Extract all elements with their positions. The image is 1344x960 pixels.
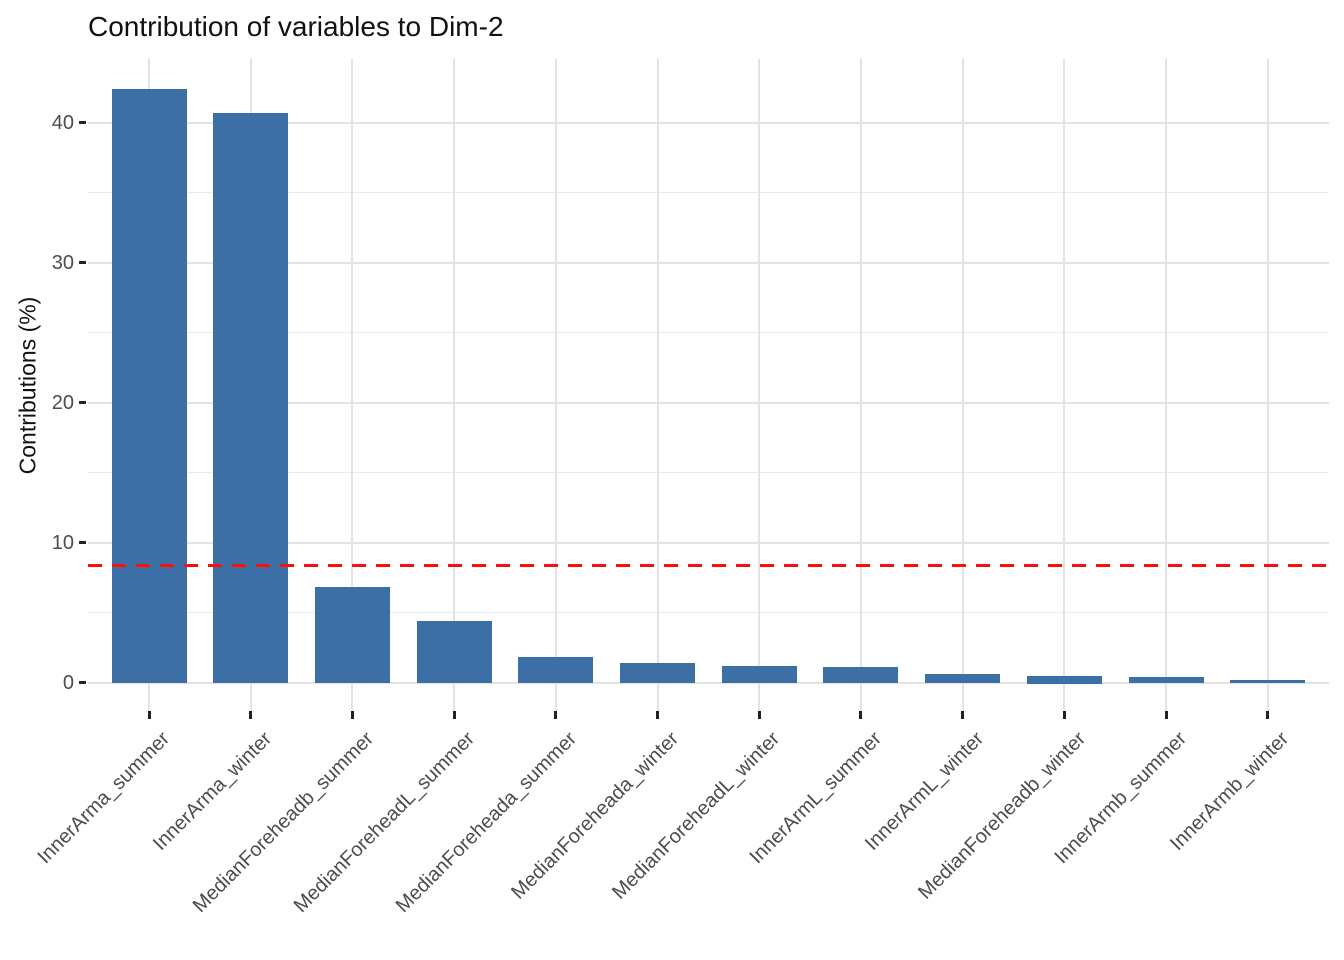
gridline-y-minor xyxy=(88,612,1329,613)
x-axis-tick xyxy=(554,711,558,719)
y-axis-tick-label: 10 xyxy=(51,531,74,554)
x-axis-tick xyxy=(656,711,659,719)
x-axis-tick xyxy=(1164,711,1168,719)
gridline-x-major xyxy=(656,59,659,711)
bar xyxy=(1128,676,1204,684)
gridline-x-major xyxy=(1063,59,1066,711)
y-axis-title: Contributions (%) xyxy=(14,296,41,474)
bar xyxy=(823,667,899,684)
bar xyxy=(1230,680,1306,684)
x-axis-tick-label: MedianForeheadb_summer xyxy=(188,727,378,917)
gridline-y-major xyxy=(88,401,1329,404)
gridline-x-major xyxy=(859,59,862,711)
y-axis-tick-label: 20 xyxy=(51,391,74,414)
gridline-x-major xyxy=(453,59,456,711)
plot-title: Contribution of variables to Dim-2 xyxy=(88,11,504,42)
y-axis-tick xyxy=(79,261,86,264)
reference-line xyxy=(88,564,1329,568)
gridline-x-major xyxy=(351,59,354,711)
gridline-x-major xyxy=(961,59,964,711)
y-axis-tick xyxy=(79,681,86,684)
bar xyxy=(925,674,1001,684)
plot-panel xyxy=(88,59,1329,711)
x-axis-tick xyxy=(1062,711,1066,719)
gridline-y-minor xyxy=(88,192,1329,193)
gridline-y-minor xyxy=(88,332,1329,333)
gridline-x-major xyxy=(554,59,557,711)
bar xyxy=(416,620,492,684)
y-axis-title-box: Contributions (%) xyxy=(0,59,56,711)
x-axis-tick xyxy=(961,711,965,719)
gridline-x-major xyxy=(1266,59,1269,711)
y-axis-tick-label: 30 xyxy=(51,251,74,274)
x-axis-tick-label: MedianForeheada_summer xyxy=(391,727,582,917)
gridline-y-major xyxy=(88,121,1329,124)
x-axis-tick xyxy=(350,711,354,719)
x-axis-tick-label: MedianForeheadb_winter xyxy=(913,727,1090,904)
bar xyxy=(111,88,187,684)
bar xyxy=(213,112,289,684)
x-axis-tick xyxy=(1266,711,1270,719)
y-axis-tick xyxy=(79,121,86,124)
y-axis-tick-label: 0 xyxy=(62,671,74,694)
y-axis-tick-label: 40 xyxy=(51,111,74,134)
x-axis-tick-label: InnerArma_summer xyxy=(33,727,175,869)
x-axis-tick xyxy=(452,711,456,719)
bar xyxy=(721,665,797,684)
gridline-y-minor xyxy=(88,472,1329,473)
bar xyxy=(1026,675,1102,684)
x-axis-tick xyxy=(859,711,863,719)
y-axis-tick xyxy=(79,401,86,404)
bar xyxy=(314,587,390,684)
gridline-y-major xyxy=(88,261,1329,264)
bar xyxy=(518,657,594,684)
x-axis-tick-label: MedianForeheadL_winter xyxy=(608,727,785,904)
y-axis-tick xyxy=(79,541,86,544)
x-axis-tick xyxy=(147,711,151,719)
gridline-y-major xyxy=(88,681,1329,684)
gridline-y-major xyxy=(88,541,1329,544)
x-axis-tick-label: MedianForeheada_winter xyxy=(506,727,683,904)
bar xyxy=(620,662,695,684)
gridline-x-major xyxy=(758,59,761,711)
x-axis-tick xyxy=(757,711,761,719)
gridline-x-major xyxy=(1165,59,1167,711)
x-axis-tick xyxy=(249,711,253,719)
x-axis-tick-label: MedianForeheadL_summer xyxy=(290,727,480,917)
